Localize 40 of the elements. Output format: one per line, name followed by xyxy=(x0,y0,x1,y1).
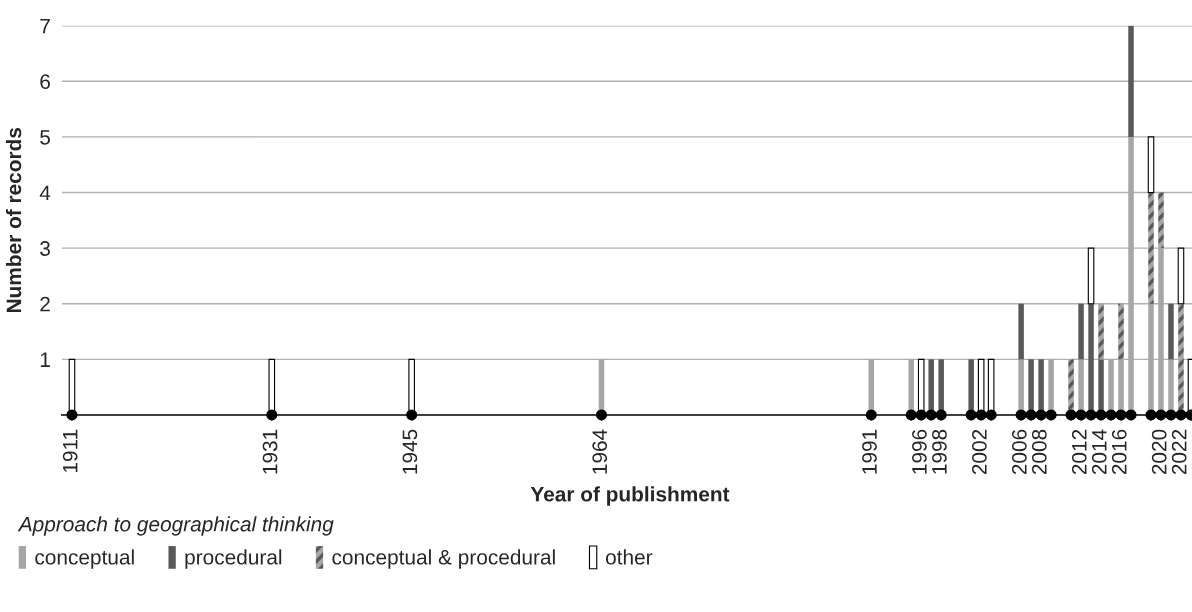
x-tick-label: 2002 xyxy=(972,429,987,475)
bar xyxy=(1147,136,1155,194)
bar xyxy=(1087,247,1095,305)
y-tick-label: 5 xyxy=(40,130,50,145)
x-tick-label: 2006 xyxy=(1011,429,1027,475)
y-tick-label: 3 xyxy=(40,241,50,256)
legend-label: conceptual xyxy=(35,549,134,569)
x-tick-label: 1945 xyxy=(402,429,418,474)
y-tick-label: 1 xyxy=(40,352,50,367)
x-axis-title: Year of publishment xyxy=(530,486,730,506)
y-tick-label: 7 xyxy=(40,18,50,34)
legend-label: conceptual & procedural xyxy=(332,549,555,569)
bar xyxy=(1168,303,1174,360)
x-tick-label: 1964 xyxy=(592,429,608,474)
x-tick-label: 2014 xyxy=(1091,429,1107,475)
y-tick-label: 4 xyxy=(39,185,51,201)
legend-label: other xyxy=(605,549,653,565)
bar xyxy=(1177,247,1185,305)
x-tick-label: 1996 xyxy=(912,429,927,474)
bar xyxy=(1158,192,1164,249)
x-tick-label: 1931 xyxy=(262,429,278,474)
x-tick-label: 1991 xyxy=(862,429,877,474)
x-tick-label: 2016 xyxy=(1111,429,1127,475)
x-tick-label: 2012 xyxy=(1071,429,1087,475)
y-axis-title: Number of records xyxy=(5,127,22,313)
bar xyxy=(1098,303,1104,360)
x-tick-label: 2020 xyxy=(1151,429,1167,475)
legend-title: Approach to geographical thinking xyxy=(17,516,334,536)
x-tick-label: 2008 xyxy=(1031,429,1047,475)
y-tick-label: 6 xyxy=(40,74,50,90)
x-tick-label: 1998 xyxy=(932,429,947,474)
x-tick-label: 2022 xyxy=(1171,429,1187,475)
bar xyxy=(1018,303,1024,360)
bar xyxy=(1078,303,1084,360)
bar xyxy=(1148,192,1154,304)
bar xyxy=(1128,25,1134,137)
x-tick-label: 1911 xyxy=(62,429,78,473)
bar xyxy=(1118,303,1124,360)
legend-label: procedural xyxy=(185,549,282,569)
y-tick-label: 2 xyxy=(40,296,50,312)
